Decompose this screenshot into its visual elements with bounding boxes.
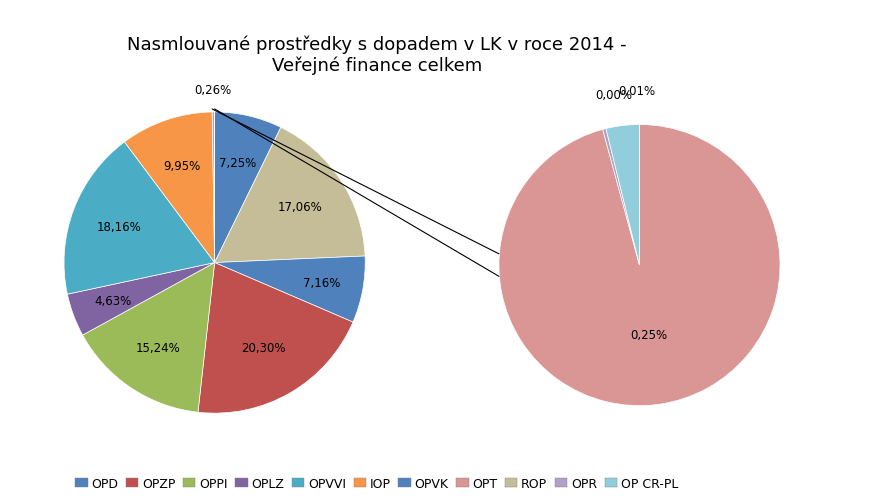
Text: 18,16%: 18,16% (96, 220, 141, 233)
Wedge shape (212, 113, 215, 263)
Text: 0,00%: 0,00% (596, 89, 632, 102)
Wedge shape (215, 128, 365, 263)
Wedge shape (606, 125, 639, 266)
Text: 20,30%: 20,30% (242, 341, 286, 354)
Text: 0,26%: 0,26% (194, 84, 232, 97)
Text: 7,25%: 7,25% (219, 157, 257, 170)
Text: 15,24%: 15,24% (135, 342, 180, 355)
Wedge shape (64, 143, 215, 295)
Wedge shape (198, 263, 353, 413)
Wedge shape (67, 263, 215, 335)
Wedge shape (215, 113, 281, 263)
Text: 0,01%: 0,01% (618, 85, 655, 98)
Wedge shape (499, 125, 780, 406)
Wedge shape (603, 129, 639, 266)
Wedge shape (82, 263, 215, 412)
Text: 17,06%: 17,06% (278, 200, 322, 213)
Wedge shape (124, 113, 215, 263)
Text: 4,63%: 4,63% (95, 295, 131, 307)
Text: 0,25%: 0,25% (630, 329, 668, 342)
Text: 9,95%: 9,95% (163, 160, 201, 173)
Legend: OPD, OPZP, OPPI, OPLZ, OPVVI, IOP, OPVK, OPT, ROP, OPR, OP CR-PL: OPD, OPZP, OPPI, OPLZ, OPVVI, IOP, OPVK,… (70, 472, 683, 495)
Text: Nasmlouvané prostředky s dopadem v LK v roce 2014 -
Veřejné finance celkem: Nasmlouvané prostředky s dopadem v LK v … (127, 35, 626, 75)
Wedge shape (215, 257, 365, 323)
Text: 7,16%: 7,16% (302, 276, 340, 289)
